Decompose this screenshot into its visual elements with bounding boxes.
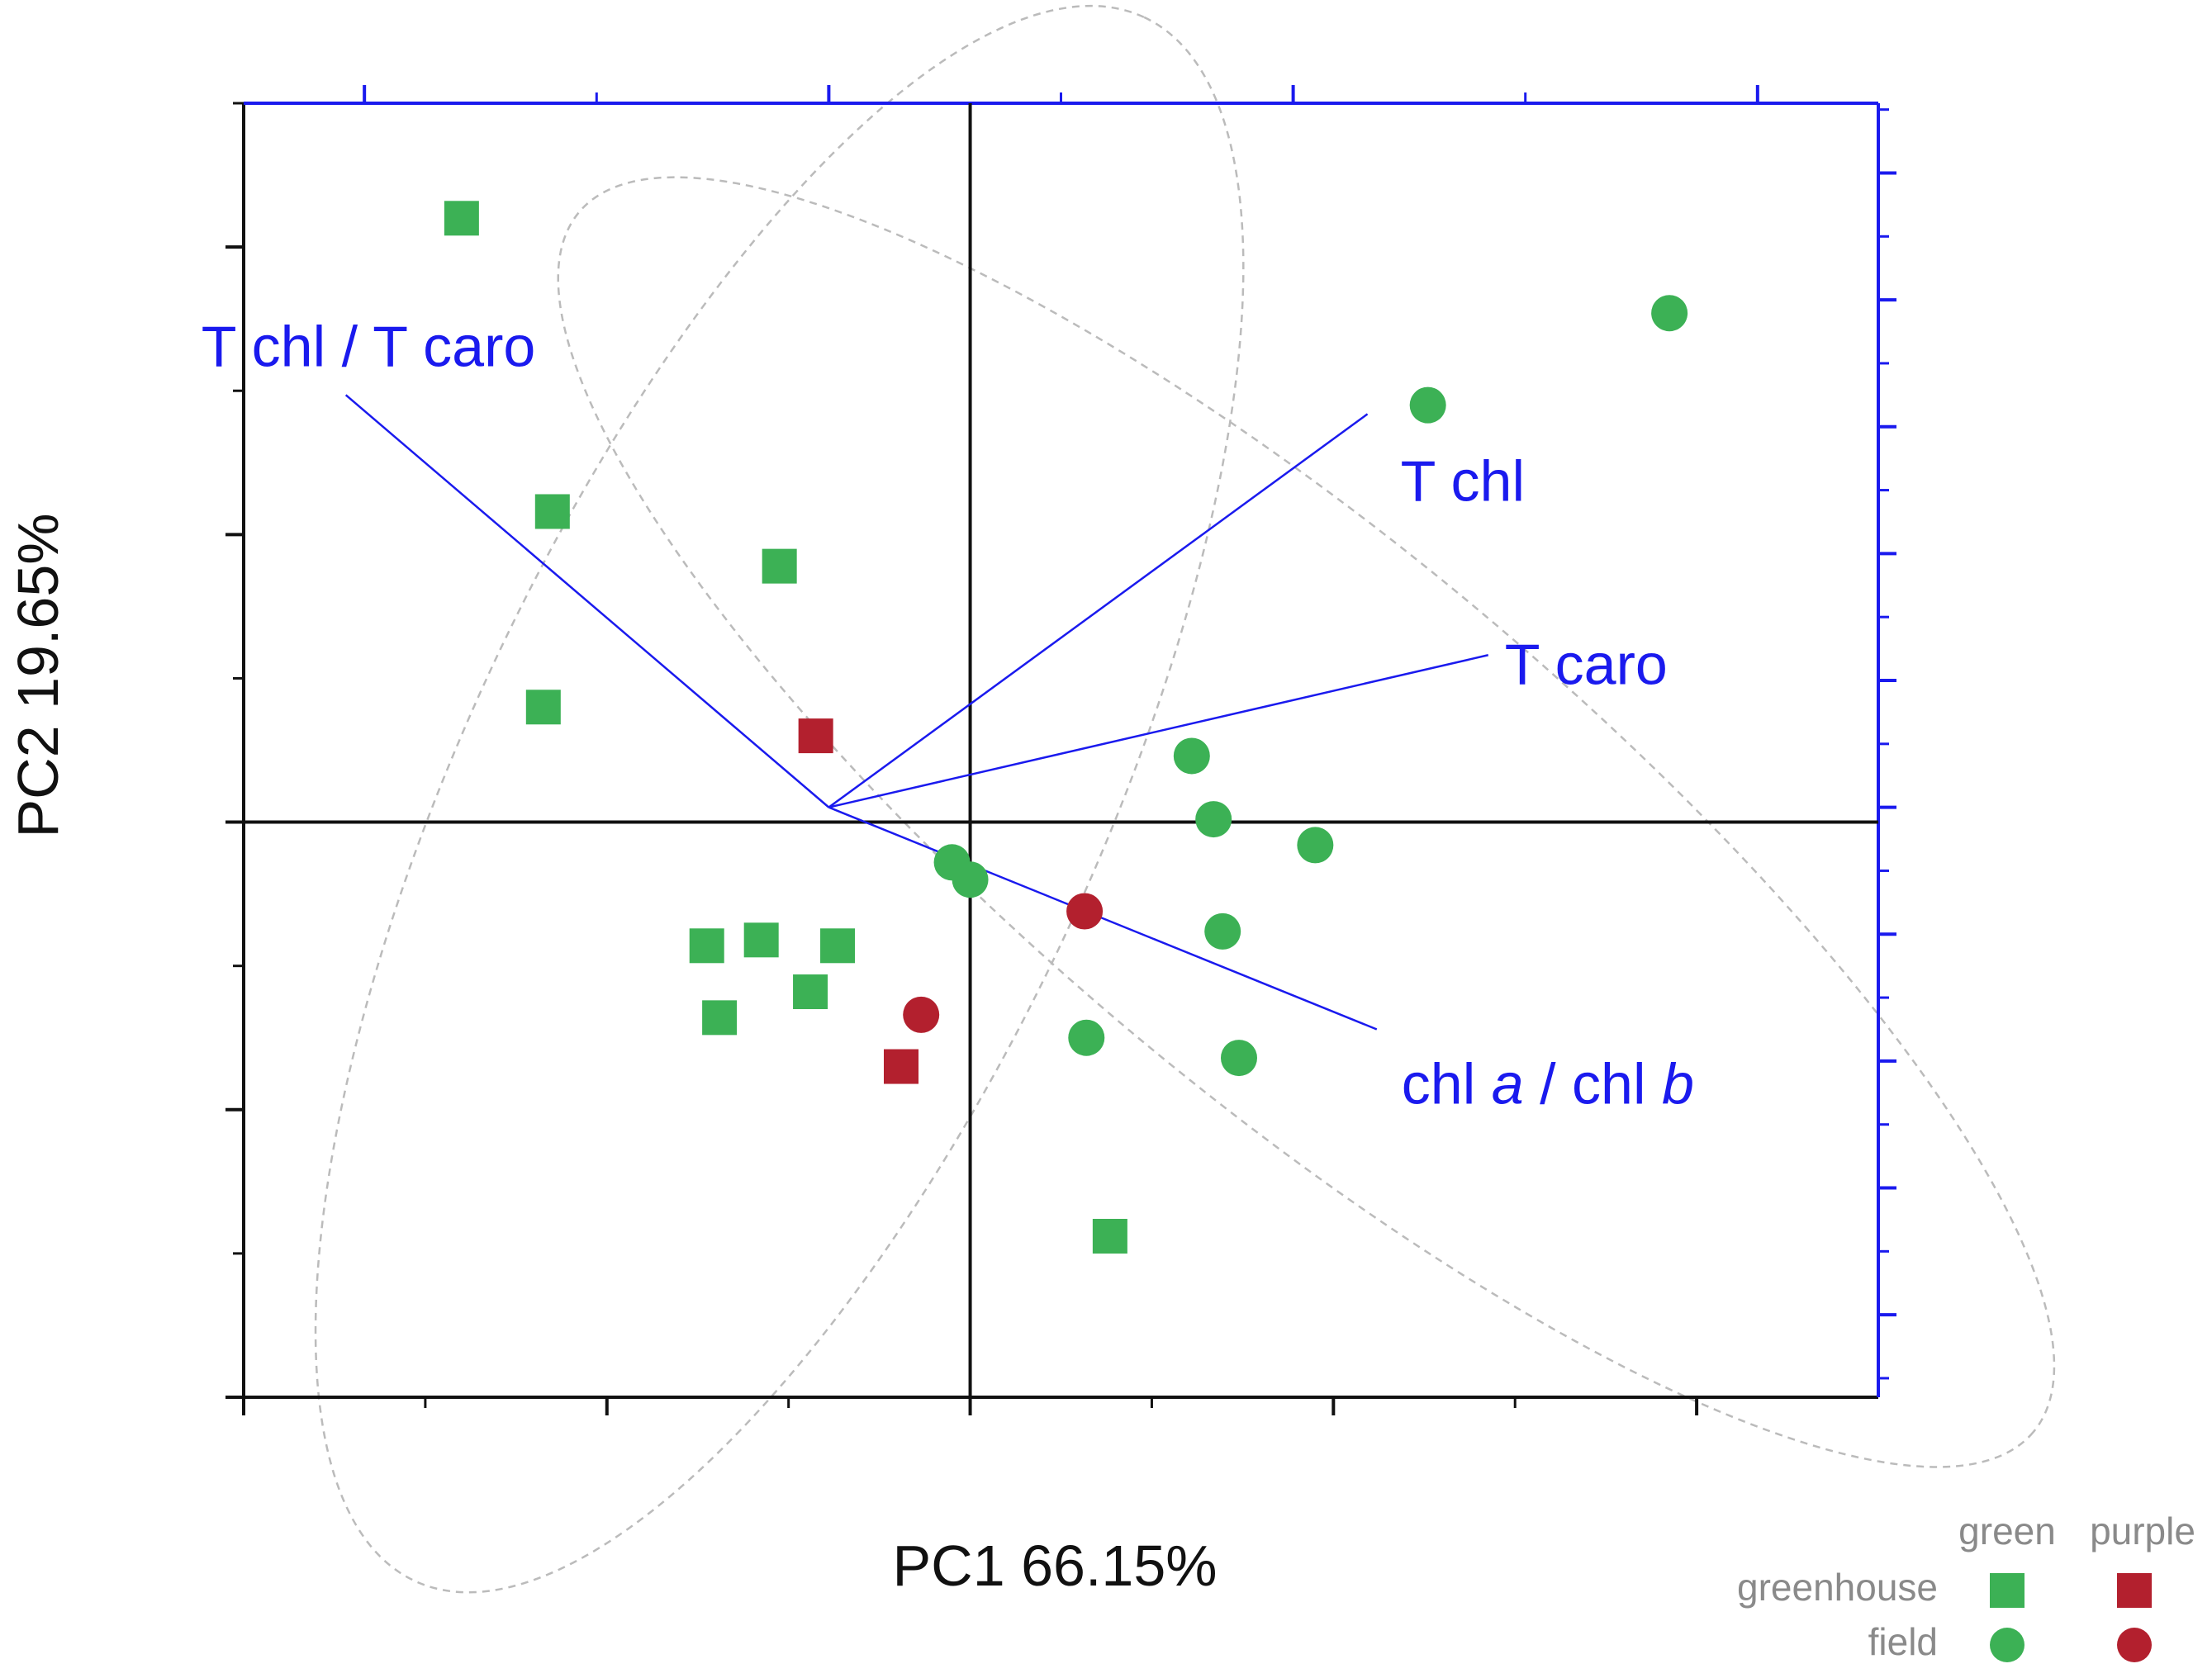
legend-marker-greenhouse-purple (2117, 1573, 2152, 1608)
point-marker-v1 (1092, 1218, 1127, 1254)
point-marker-v20 (1220, 1040, 1257, 1077)
point-marker-v23 (1068, 1019, 1105, 1056)
point-marker-v4 (689, 928, 724, 964)
point-marker-v7 (883, 1049, 919, 1084)
point-marker-v14 (1195, 801, 1232, 838)
point-marker-v6 (798, 718, 833, 754)
x-axis-title: PC1 66.15% (892, 1533, 1217, 1598)
point-marker-v3 (793, 974, 828, 1010)
legend-marker-greenhouse-green (1990, 1573, 2025, 1608)
ellipse-greenhouse (314, 4, 1245, 1594)
confidence-ellipses (314, 4, 2056, 1594)
legend-row-greenhouse: greenhouse (1737, 1566, 1938, 1609)
loading-label: chl a / chl b (1402, 1051, 1694, 1116)
point-marker-v19 (1066, 893, 1104, 930)
ellipse-field (557, 176, 2056, 1468)
point-marker-v9 (702, 1000, 738, 1036)
point-marker-v5 (762, 548, 797, 584)
point-marker-v17 (1204, 912, 1241, 950)
loading-vector (828, 413, 1369, 808)
legend: green purple greenhouse field (1737, 1510, 2195, 1663)
point-marker-v11 (444, 201, 479, 236)
point-marker-v13 (1651, 295, 1688, 332)
axes (225, 85, 1896, 1415)
legend-row-field: field (1868, 1620, 1938, 1663)
loading-vector (828, 806, 1378, 1031)
legend-column-green: green (1958, 1510, 2056, 1552)
point-marker-v12 (743, 922, 779, 958)
loading-label: T chl / T caro (202, 314, 536, 378)
point-marker-v2 (525, 690, 561, 725)
loading-label: T chl (1401, 448, 1525, 513)
y-axis-title: PC2 19.65% (6, 513, 70, 837)
loading-label: T caro (1505, 632, 1668, 696)
point-marker-v15 (1173, 737, 1210, 775)
point-marker-v8 (534, 494, 570, 529)
point-marker-v10 (820, 928, 856, 964)
legend-marker-field-purple (2117, 1628, 2152, 1662)
legend-column-purple: purple (2090, 1510, 2195, 1552)
loading-vectors: T chl / T caro T chl T caro chl a / chl b (202, 314, 1694, 1116)
score-points (444, 201, 1688, 1254)
legend-marker-field-green (1990, 1628, 2025, 1662)
loading-vector (344, 394, 830, 808)
point-marker-v21 (952, 861, 989, 898)
point-marker-v24 (1297, 827, 1334, 864)
point-marker-v18 (903, 996, 940, 1033)
loading-vector (828, 654, 1489, 808)
point-marker-v16 (1409, 386, 1446, 424)
